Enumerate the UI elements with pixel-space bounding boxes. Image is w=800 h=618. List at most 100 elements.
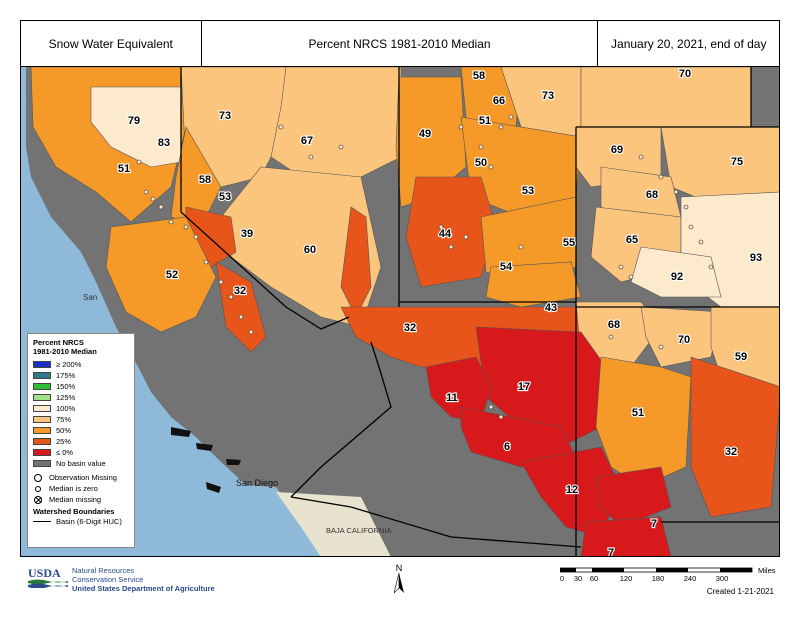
legend-class-row: No basin value <box>33 458 129 469</box>
north-label: N <box>395 563 403 573</box>
scale-bar: 0 30 60 120 180 240 300 Miles <box>559 566 780 596</box>
basin-value-label: 59 <box>735 351 747 363</box>
legend-swatch <box>33 449 51 456</box>
legend-class-row: 25% <box>33 436 129 447</box>
basin-value-label: 92 <box>671 271 683 283</box>
place-label-san-diego: San Diego <box>236 478 278 488</box>
basin-value-label: 52 <box>166 269 178 281</box>
basin-value-label: 51 <box>479 115 491 127</box>
legend-swatch <box>33 383 51 390</box>
basin-value-label: 73 <box>219 110 231 122</box>
legend-class-row: 125% <box>33 392 129 403</box>
scale-tick-label: 300 <box>716 574 729 583</box>
basin-polygon <box>215 261 267 353</box>
basin-value-label: 12 <box>566 484 578 496</box>
legend-class-row: ≤ 0% <box>33 447 129 458</box>
basin-polygon <box>405 176 497 288</box>
basin-value-label: 53 <box>219 191 231 203</box>
header-statistic: Percent NRCS 1981-2010 Median <box>202 21 599 66</box>
basin-polygon <box>595 466 672 528</box>
agency-block: Natural Resources Conservation Service U… <box>72 566 215 593</box>
basin-polygon <box>105 216 217 333</box>
basin-polygon <box>580 516 672 556</box>
header-variable: Snow Water Equivalent <box>21 21 202 66</box>
circle-small-icon <box>33 484 43 494</box>
basin-value-label: 79 <box>128 115 140 127</box>
basin-value-label: 53 <box>522 185 534 197</box>
legend-class-label: 125% <box>56 393 76 402</box>
north-arrow-icon <box>393 572 404 594</box>
basin-value-label: 7 <box>651 518 657 530</box>
legend-class-row: ≥ 200% <box>33 359 129 370</box>
basin-polygon <box>640 306 722 368</box>
basin-value-label: 11 <box>446 392 458 404</box>
legend-swatch <box>33 460 51 467</box>
legend-class-label: 75% <box>56 415 72 424</box>
header-date: January 20, 2021, end of day <box>611 36 767 51</box>
legend-basin: Basin (6-Digit HUC) <box>33 516 129 527</box>
circle-icon <box>33 473 43 483</box>
legend-title-2: 1981-2010 Median <box>33 347 97 356</box>
basin-value-label: 58 <box>473 70 485 82</box>
basin-polygon <box>580 67 752 128</box>
legend-class-row: 50% <box>33 425 129 436</box>
legend-swatch <box>33 394 51 401</box>
scale-tick-label: 120 <box>620 574 633 583</box>
scale-tick-label: 60 <box>590 574 598 583</box>
legend-class-label: 175% <box>56 371 76 380</box>
scale-tick-label: 30 <box>574 574 582 583</box>
legend-class-label: 25% <box>56 437 72 446</box>
legend-swatch <box>33 416 51 423</box>
legend-class-label: No basin value <box>56 459 106 468</box>
legend-swatch <box>33 361 51 368</box>
legend-swatch <box>33 405 51 412</box>
legend-label: Basin (6-Digit HUC) <box>56 517 122 526</box>
basin-value-label: 60 <box>304 244 316 256</box>
created-date: Created 1-21-2021 <box>706 587 774 596</box>
basin-value-label: 50 <box>475 157 487 169</box>
basin-polygon <box>460 406 582 468</box>
department: United States Department of Agriculture <box>72 584 215 593</box>
circle-x-icon <box>33 495 43 505</box>
legend-swatch <box>33 438 51 445</box>
legend-swatch <box>33 372 51 379</box>
state-boundaries <box>180 67 779 556</box>
legend-class-row: 75% <box>33 414 129 425</box>
basin-value-label: 51 <box>118 163 130 175</box>
basin-value-label: 49 <box>419 128 431 140</box>
basin-polygon <box>340 206 372 318</box>
basin-value-label: 70 <box>678 334 690 346</box>
basin-value-label: 51 <box>632 407 644 419</box>
place-label-san: San <box>83 293 97 302</box>
basin-value-label: 73 <box>542 90 554 102</box>
legend-obs-missing: Observation Missing <box>33 472 129 483</box>
agency-line-1: Natural Resources <box>72 566 135 575</box>
usda-logo-icon: USDA <box>28 566 68 588</box>
map-canvas: San San Diego BAJA CALIFORNIA 58 70 66 73 79… <box>20 67 780 557</box>
basin-value-label: 17 <box>518 381 530 393</box>
legend-classes: ≥ 200% 175% 150% 125% 100% 75% 50% 25% ≤ 0% No ba… <box>33 359 129 469</box>
scale-tick-label: 240 <box>684 574 697 583</box>
legend-class-label: 150% <box>56 382 76 391</box>
basin-value-label: 58 <box>199 174 211 186</box>
legend-swatch <box>33 427 51 434</box>
agency-line-2: Conservation Service <box>72 575 144 584</box>
legend-class-label: 50% <box>56 426 72 435</box>
legend-class-row: 175% <box>33 370 129 381</box>
legend-class-label: ≤ 0% <box>56 448 74 457</box>
basin-value-label: 70 <box>679 68 691 80</box>
scale-unit: Miles <box>758 566 776 575</box>
basin-value-label: 68 <box>608 319 620 331</box>
basin-polygon <box>270 67 402 178</box>
legend-class-row: 150% <box>33 381 129 392</box>
basin-value-label: 66 <box>493 95 505 107</box>
mexico-land <box>276 492 391 556</box>
basin-value-label: 32 <box>404 322 416 334</box>
legend-median-missing: Median missing <box>33 494 129 505</box>
legend-class-label: ≥ 200% <box>56 360 82 369</box>
legend-label: Observation Missing <box>49 473 117 482</box>
basin-value-label: 83 <box>158 137 170 149</box>
map-footer: USDA Natural Resources Conservation Serv… <box>20 557 780 598</box>
legend-title-1: Percent NRCS <box>33 338 84 347</box>
